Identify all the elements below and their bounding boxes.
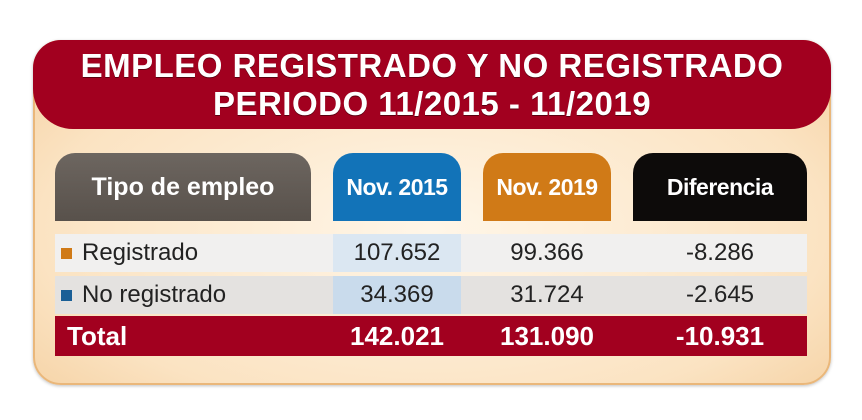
- total-diferencia: -10.931: [675, 320, 765, 351]
- row-label-text: Registrado: [82, 239, 199, 266]
- cell-nov-2019: 31.724: [510, 281, 584, 308]
- header-nov-2019: Nov. 2019: [483, 153, 611, 221]
- row-label: No registrado: [61, 276, 226, 314]
- cell-nov-2015: 34.369: [360, 281, 434, 308]
- cell-diferencia: -8.286: [685, 239, 755, 266]
- total-nov-2015: 142.021: [350, 320, 444, 351]
- cell-nov-2019: 99.366: [510, 239, 584, 266]
- header-nov-2015: Nov. 2015: [333, 153, 461, 221]
- table-row-no-registrado: No registrado 34.369 31.724 -2.645: [55, 276, 807, 314]
- title-line-1: EMPLEO REGISTRADO Y NO REGISTRADO: [80, 46, 784, 84]
- header-diferencia: Diferencia: [633, 153, 807, 221]
- cell-nov-2015: 107.652: [353, 239, 441, 266]
- blue-square-icon: [61, 289, 72, 301]
- title-line-2: PERIODO 11/2015 - 11/2019: [212, 84, 652, 122]
- table-row-registrado: Registrado 107.652 99.366 -8.286: [55, 234, 807, 272]
- table-row-total: Total 142.021 131.090 -10.931: [55, 316, 807, 356]
- total-label: Total: [67, 320, 128, 351]
- cell-diferencia: -2.645: [685, 281, 755, 308]
- row-label: Registrado: [61, 234, 198, 272]
- total-nov-2019: 131.090: [500, 320, 594, 351]
- title-banner: EMPLEO REGISTRADO Y NO REGISTRADO PERIOD…: [33, 40, 831, 129]
- row-label-text: No registrado: [82, 281, 227, 308]
- orange-square-icon: [61, 247, 72, 259]
- header-tipo-de-empleo: Tipo de empleo: [55, 153, 311, 221]
